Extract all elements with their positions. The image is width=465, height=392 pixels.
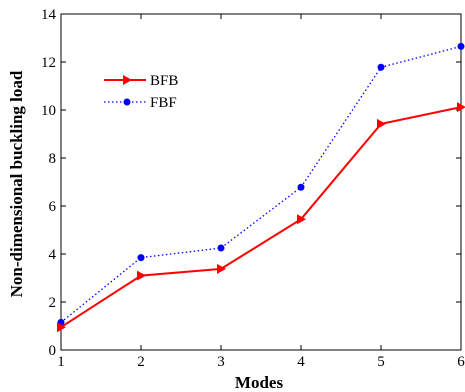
y-axis-title: Non-dimensional buckling load xyxy=(7,70,26,297)
plot-area xyxy=(60,13,462,351)
series-bfb xyxy=(57,102,465,333)
legend-label-bfb: BFB xyxy=(150,73,178,89)
data-point-bfb xyxy=(57,322,66,333)
x-tick-label: 5 xyxy=(377,354,385,370)
legend-marker-bfb xyxy=(123,75,132,85)
y-tick-label: 8 xyxy=(49,151,57,167)
x-axis-title: Modes xyxy=(235,373,284,392)
x-tick-label: 6 xyxy=(457,354,465,370)
x-tick-label: 2 xyxy=(137,354,145,370)
x-tick-label: 4 xyxy=(297,354,305,370)
x-tick-label: 1 xyxy=(57,354,65,370)
series-line-bfb xyxy=(60,106,462,329)
y-axis-ticks: 0 2 4 6 8 10 12 14 xyxy=(41,7,461,359)
data-point-fbf xyxy=(377,63,385,71)
data-point-fbf xyxy=(217,244,225,252)
data-point-bfb xyxy=(457,102,465,113)
y-tick-label: 12 xyxy=(41,55,56,71)
data-point-fbf xyxy=(457,42,465,50)
series-layer xyxy=(57,42,465,333)
y-tick-label: 6 xyxy=(49,199,57,215)
data-point-bfb xyxy=(137,270,146,281)
data-point-bfb xyxy=(377,118,386,129)
data-point-bfb xyxy=(297,214,306,225)
y-tick-label: 4 xyxy=(49,247,57,263)
data-point-fbf xyxy=(137,254,145,262)
legend-label-fbf: FBF xyxy=(150,95,177,111)
legend: BFB FBF xyxy=(99,66,189,112)
y-tick-label: 10 xyxy=(41,103,56,119)
y-tick-label: 2 xyxy=(49,295,57,311)
data-point-fbf xyxy=(297,183,305,191)
legend-box xyxy=(99,66,189,112)
x-axis-ticks: 1 2 3 4 5 6 xyxy=(57,14,465,370)
x-tick-label: 3 xyxy=(217,354,225,370)
y-tick-label: 0 xyxy=(49,343,57,359)
legend-marker-fbf xyxy=(123,98,131,106)
y-tick-label: 14 xyxy=(41,7,57,23)
data-point-bfb xyxy=(217,263,226,274)
